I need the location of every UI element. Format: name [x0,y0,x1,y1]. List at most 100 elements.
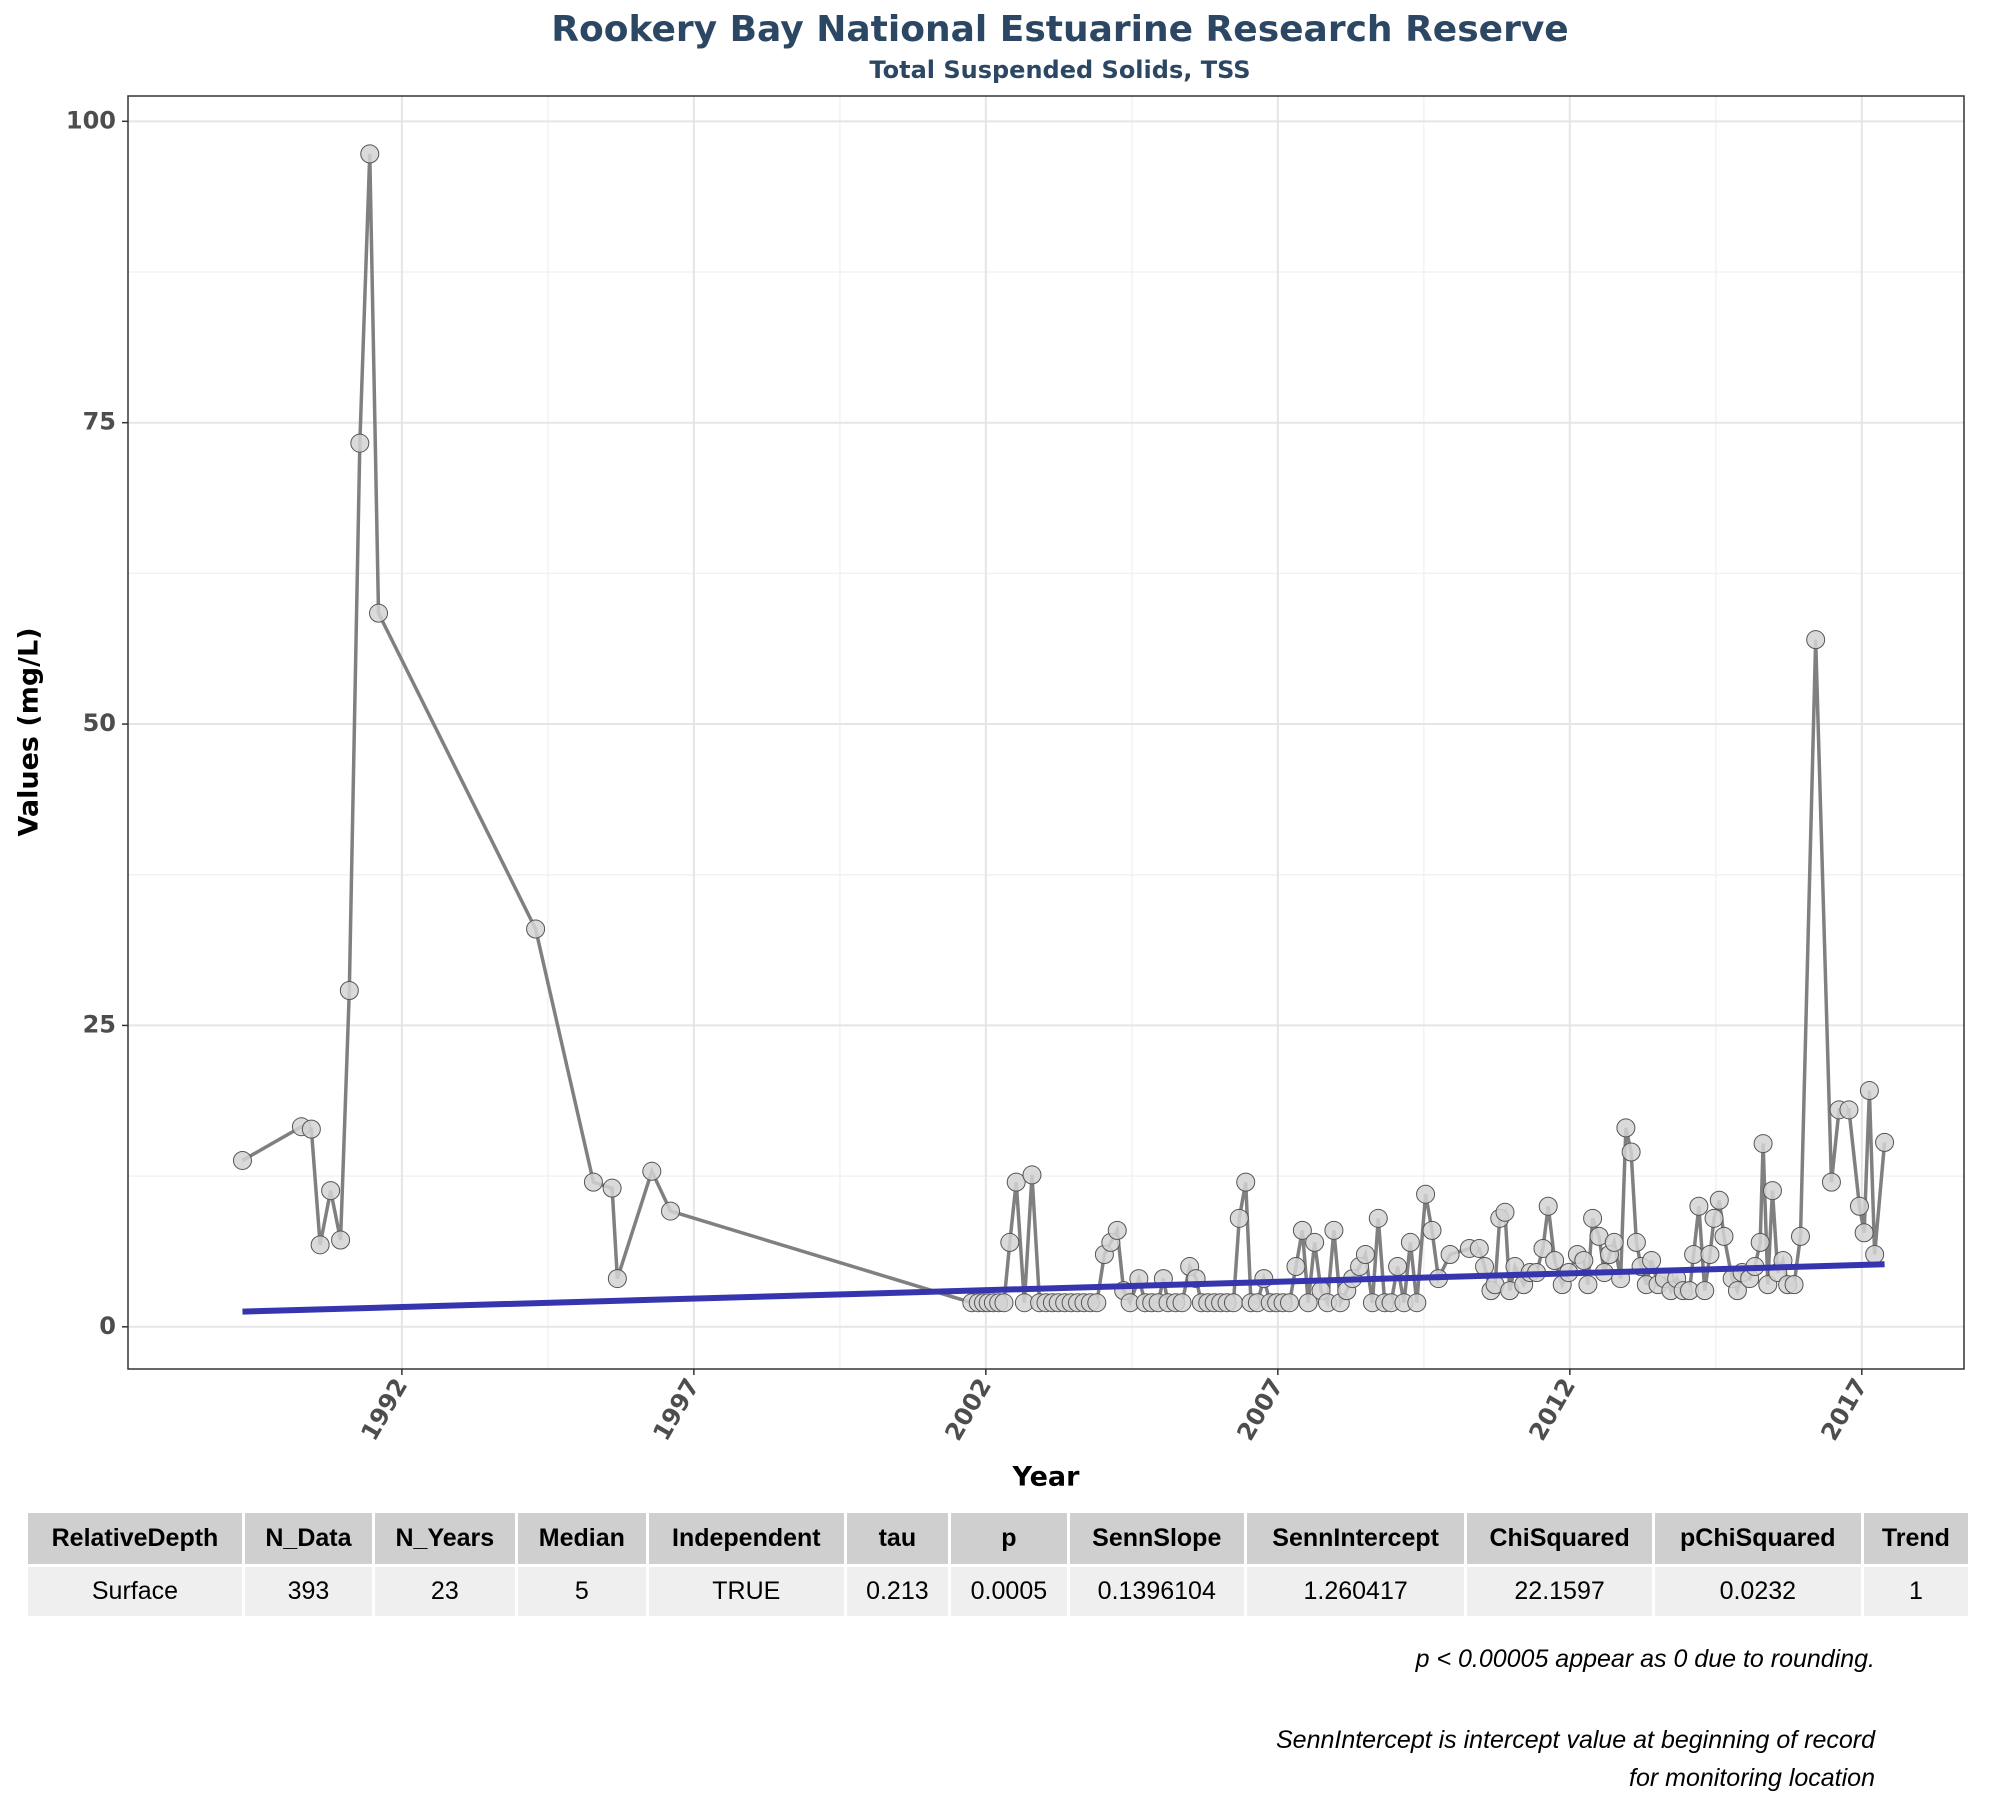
data-point [1750,1232,1770,1252]
data-point [339,980,359,1000]
data-point [1626,1232,1646,1252]
data-point [607,1269,627,1289]
data-point [1400,1232,1420,1252]
table-cell: Surface [28,1564,245,1616]
table-header-cell: p [949,1513,1070,1566]
table-row: Surface 393 23 5 TRUE 0.213 0.0005 0.1396104 1.2… [28,1564,1972,1616]
table-cell: 23 [373,1564,518,1616]
chart-title: Rookery Bay National Estuarine Research … [551,9,1568,50]
data-point [1784,1275,1804,1295]
data-point [1714,1226,1734,1246]
data-point [642,1161,662,1181]
note: p < 0.00005 appear as 0 due to rounding. [1415,1645,1875,1673]
table-header-cell: Median [516,1513,650,1566]
y-tick-label: 25 [83,1010,116,1038]
data-point [1407,1293,1427,1313]
table-header-cell: pChiSquared [1653,1513,1864,1566]
stats-table: RelativeDepth N_Data N_Years Median Independ… [28,1513,1972,1616]
chart-subtitle: Total Suspended Solids, TSS [869,56,1250,84]
table-cell: 1 [1862,1564,1972,1616]
x-axis-label: Year [1012,1462,1081,1493]
data-point [1839,1100,1859,1120]
table-header-cell: ChiSquared [1465,1513,1655,1566]
data-point [1865,1244,1885,1264]
data-point [1355,1244,1375,1264]
data-point [310,1235,330,1255]
data-point [1292,1220,1312,1240]
data-line [241,153,1887,1309]
table-cell: 0.1396104 [1068,1564,1247,1616]
data-point [1229,1208,1249,1228]
data-point [1469,1238,1489,1258]
data-point [1642,1251,1662,1271]
table-cell: 1.260417 [1245,1564,1468,1616]
table-header-cell: SennIntercept [1245,1513,1468,1566]
data-point [1286,1257,1306,1277]
data-point [350,433,370,453]
data-point [1388,1257,1408,1277]
plot-border [127,95,1965,1370]
table-cell: 0.0232 [1653,1564,1864,1616]
data-point [1545,1251,1565,1271]
data-point [1440,1244,1460,1264]
data-point [1006,1172,1026,1192]
data-point [1875,1132,1895,1152]
data-point [1223,1293,1243,1313]
data-point [1727,1281,1747,1301]
x-tick-label: 2002 [939,1374,997,1446]
x-tick-label: 2017 [1815,1374,1873,1446]
data-point [1107,1220,1127,1240]
table-cell: 0.213 [845,1564,952,1616]
y-tick-label: 0 [99,1312,116,1340]
data-point [1753,1134,1773,1154]
data-point [602,1178,622,1198]
table-cell: 0.0005 [949,1564,1070,1616]
data-point [1621,1142,1641,1162]
data-point [1583,1208,1603,1228]
data-point [1684,1244,1704,1264]
data-point [1790,1226,1810,1246]
data-point [1616,1118,1636,1138]
data-point [1604,1232,1624,1252]
data-point [1578,1275,1598,1295]
table-header-cell: N_Data [243,1513,375,1566]
table-header-cell: Trend [1862,1513,1972,1566]
data-point [583,1172,603,1192]
x-tick-label: 1992 [355,1374,413,1446]
y-tick-label: 75 [83,408,116,436]
data-point [1806,630,1826,650]
table-cell: TRUE [647,1564,847,1616]
table-header-cell: RelativeDepth [28,1513,245,1566]
table-header-cell: tau [845,1513,952,1566]
y-tick-label: 50 [83,709,116,737]
data-point [1368,1208,1388,1228]
data-point [1533,1238,1553,1258]
data-point [1574,1251,1594,1271]
data-point [1538,1196,1558,1216]
y-axis-label: Values (mg/L) [14,627,45,836]
data-point [1849,1196,1869,1216]
data-point [1762,1181,1782,1201]
table-header-cell: Independent [647,1513,847,1566]
data-point [232,1150,252,1170]
data-point [1172,1293,1192,1313]
data-point [331,1230,351,1250]
table-cell: 22.1597 [1465,1564,1655,1616]
y-tick-label: 100 [66,106,116,134]
data-point [1298,1293,1318,1313]
data-point [1324,1220,1344,1240]
table-header-cell: N_Years [373,1513,518,1566]
table-header-cell: SennSlope [1068,1513,1247,1566]
data-point [661,1201,681,1221]
data-point [1422,1220,1442,1240]
table-cell: 393 [243,1564,375,1616]
data-point [1709,1190,1729,1210]
data-point [526,919,546,939]
trend-line [242,1261,1885,1315]
data-point [1087,1293,1107,1313]
data-point [1704,1208,1724,1228]
data-point [369,603,389,623]
table-cell: 5 [516,1564,650,1616]
data-point [1000,1232,1020,1252]
data-point [1416,1184,1436,1204]
